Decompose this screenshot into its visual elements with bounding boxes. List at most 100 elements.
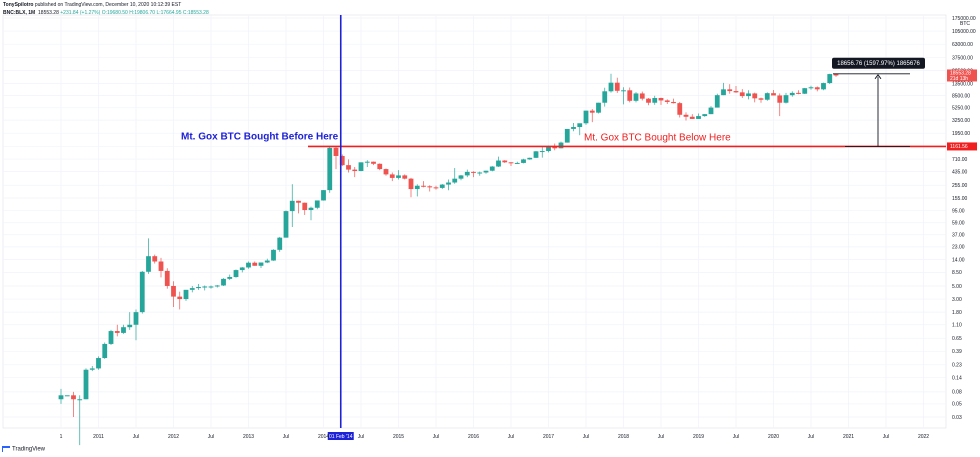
tradingview-logo[interactable]: TradingView <box>2 446 45 453</box>
candle-body <box>583 110 589 124</box>
candle-body <box>271 249 276 261</box>
candle-body <box>439 184 445 188</box>
y-tick-label: 14.00 <box>952 257 965 263</box>
candle-body <box>371 161 376 164</box>
candle-body <box>227 276 233 279</box>
countdown-label: 21d 13h <box>950 76 968 82</box>
candle-body <box>346 165 351 170</box>
y-tick-label: 63000.00 <box>952 42 973 48</box>
y-tick-label: 13500.00 <box>952 81 973 87</box>
y-tick-label: 0.14 <box>952 375 962 381</box>
candle-body <box>333 147 339 156</box>
y-tick-label: 1.80 <box>952 310 962 316</box>
x-tick-label: Jul <box>433 434 439 440</box>
candle-body <box>202 286 208 288</box>
y-tick-label: 105000.00 <box>952 29 976 35</box>
symbol-info: BNC:BLX, 1M 18553.28 +231.84 (+1.27%) O:… <box>3 10 209 16</box>
candle-body <box>139 271 145 313</box>
y-tick-label: 255.00 <box>952 183 968 189</box>
y-tick-label: 435.00 <box>952 169 968 175</box>
candle-body <box>377 163 383 170</box>
candle-body <box>402 175 408 179</box>
candle-body <box>602 91 608 103</box>
candle-body <box>64 395 70 397</box>
candle-body <box>127 324 133 328</box>
candle-body <box>708 107 714 115</box>
x-tick-label: Jul <box>508 434 514 440</box>
ohlc-values: O:19680.50 H:19806.70 L:17664.95 C:18553… <box>101 10 209 16</box>
candle-body <box>733 91 739 93</box>
candle-body <box>633 93 639 101</box>
candle-body <box>814 87 820 90</box>
candle-body <box>833 74 839 76</box>
y-axis: 175000.00105000.0063000.0037500.0022500.… <box>947 16 977 421</box>
candle-body <box>596 102 601 113</box>
y-tick-label: 5250.00 <box>952 106 970 112</box>
date-marker-badge <box>327 432 354 440</box>
candle-body <box>796 92 801 94</box>
y-tick-label: 175000.00 <box>952 16 976 22</box>
candle-body <box>652 97 658 103</box>
candle-body <box>396 175 401 178</box>
candle-body <box>608 82 614 92</box>
x-tick-label: 2020 <box>768 434 779 440</box>
y-tick-label: 37500.00 <box>952 55 973 61</box>
x-tick-label: 2017 <box>543 434 554 440</box>
candle-body <box>277 237 283 250</box>
y-tick-label: 5.00 <box>952 284 962 290</box>
y-tick-label: 59.00 <box>952 221 965 227</box>
candle-body <box>577 123 583 128</box>
chart-overlays: 01 Feb '14 Mt. Gox BTC Bought Before Here… <box>181 15 946 440</box>
y-tick-label: 1950.00 <box>952 131 970 137</box>
y-tick-label: 3.00 <box>952 297 962 303</box>
publish-date: published on TradingView.com, December 1… <box>34 2 182 8</box>
chart-grid <box>2 14 947 429</box>
candle-body <box>539 151 545 153</box>
candle-body <box>646 98 651 103</box>
candle-body <box>408 178 414 190</box>
candle-body <box>302 202 308 211</box>
candle-body <box>164 270 170 286</box>
candle-body <box>671 101 676 104</box>
y-tick-label: 23.00 <box>952 245 965 251</box>
candle-body <box>483 170 489 173</box>
candle-body <box>102 343 108 359</box>
candle-body <box>627 90 633 101</box>
candle-body <box>714 95 720 108</box>
candle-body <box>71 395 76 400</box>
x-tick-label: 2012 <box>168 434 179 440</box>
candle-body <box>289 200 295 212</box>
publish-info: TonySpilotro published on TradingView.co… <box>3 2 181 8</box>
candle-body <box>621 90 626 92</box>
x-tick-label: 2016 <box>468 434 479 440</box>
candle-body <box>658 97 664 101</box>
candle-body <box>133 312 139 325</box>
y-tick-label: 1.10 <box>952 323 962 329</box>
candles <box>58 73 839 446</box>
candle-body <box>389 174 395 178</box>
tradingview-logo-text: TradingView <box>12 446 46 453</box>
candle-body <box>264 260 270 263</box>
candle-body <box>464 171 470 176</box>
y-tick-label: 0.39 <box>952 349 962 355</box>
candle-body <box>739 92 745 97</box>
candle-body <box>296 200 301 203</box>
candle-body <box>196 287 201 289</box>
x-tick-label: 2011 <box>93 434 104 440</box>
candle-body <box>258 262 264 266</box>
candle-body <box>477 172 483 174</box>
candle-body <box>564 128 570 143</box>
candle-body <box>808 87 814 89</box>
candle-body <box>521 159 526 163</box>
candle-body <box>614 82 620 91</box>
x-tick-label: Jul <box>208 434 214 440</box>
annotation-below: Mt. Gox BTC Bought Below Here <box>584 132 731 143</box>
candle-body <box>446 182 451 185</box>
x-tick-label: 2019 <box>693 434 704 440</box>
candle-body <box>689 116 695 119</box>
candle-body <box>758 98 764 100</box>
candle-body <box>514 162 520 164</box>
candle-body <box>414 185 420 190</box>
y-tick-label: 8500.00 <box>952 93 970 99</box>
